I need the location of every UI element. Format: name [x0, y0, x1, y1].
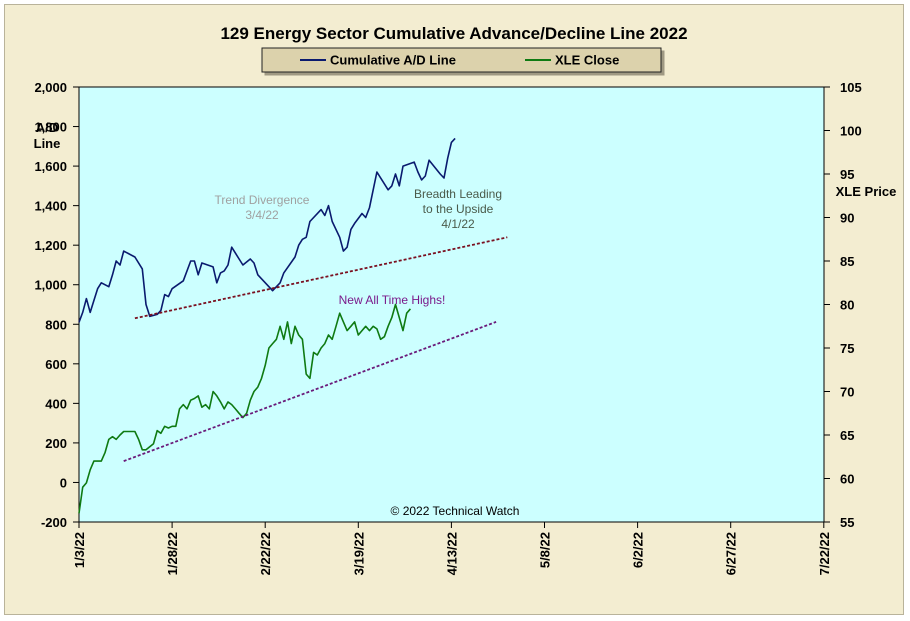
left-tick-label: 1,000	[34, 278, 67, 293]
right-tick-label: 90	[840, 211, 854, 226]
annotation-leading-line1: Breadth Leading	[414, 187, 502, 201]
left-tick-label: 800	[45, 317, 67, 332]
x-axis: 1/3/22 1/28/22 2/22/22 3/19/22 4/13/22 5/8/22…	[72, 522, 832, 575]
plot-area	[78, 86, 825, 523]
xle-close-series	[78, 303, 412, 514]
ad-line-series	[78, 137, 456, 323]
ad-trendline	[134, 236, 508, 320]
left-axis-label-line2: Line	[34, 136, 61, 151]
annotation-leading-line3: 4/1/22	[441, 217, 475, 231]
x-tick-label: 4/13/22	[444, 532, 459, 575]
annotation-divergence-line2: 3/4/22	[245, 208, 279, 222]
left-tick-label: -200	[41, 515, 67, 530]
right-tick-label: 85	[840, 254, 854, 269]
left-axis-label-line1: A/D	[36, 120, 58, 135]
annotation-divergence-line1: Trend Divergence	[215, 193, 310, 207]
right-tick-label: 95	[840, 167, 854, 182]
right-tick-label: 105	[840, 80, 862, 95]
x-tick-label: 1/3/22	[72, 532, 87, 568]
annotation-new-highs: New All Time Highs!	[339, 293, 446, 307]
left-tick-label: 600	[45, 357, 67, 372]
chart-title: 129 Energy Sector Cumulative Advance/Dec…	[220, 24, 687, 43]
left-tick-label: 1,800	[34, 120, 67, 135]
x-tick-label: 7/22/22	[817, 532, 832, 575]
x-tick-label: 2/22/22	[258, 532, 273, 575]
x-tick-label: 6/27/22	[724, 532, 739, 575]
series-layer	[78, 137, 508, 514]
right-axis-label: XLE Price	[836, 184, 897, 199]
left-tick-label: 400	[45, 396, 67, 411]
left-tick-label: 1,600	[34, 159, 67, 174]
x-tick-label: 1/28/22	[165, 532, 180, 575]
left-tick-label: 1,400	[34, 199, 67, 214]
right-tick-label: 100	[840, 124, 862, 139]
x-tick-label: 6/2/22	[631, 532, 646, 568]
x-tick-label: 3/19/22	[351, 532, 366, 575]
annotation-leading-line2: to the Upside	[423, 202, 494, 216]
left-tick-label: 2,000	[34, 80, 67, 95]
right-axis: 55 60 65 70 75 80 85 90 95 100 105	[824, 80, 862, 530]
legend: Cumulative A/D Line XLE Close	[261, 47, 662, 73]
right-tick-label: 75	[840, 341, 854, 356]
legend-label-ad: Cumulative A/D Line	[330, 53, 456, 68]
left-tick-label: 0	[60, 475, 67, 490]
left-tick-label: 1,200	[34, 238, 67, 253]
right-tick-label: 65	[840, 428, 854, 443]
right-tick-label: 70	[840, 385, 854, 400]
left-axis: -200 0 200 400 600 800 1,000 1,200 1,400 1,600 1,8…	[34, 80, 79, 530]
right-tick-label: 60	[840, 472, 854, 487]
right-tick-label: 80	[840, 298, 854, 313]
xle-trendline	[123, 321, 497, 462]
x-tick-label: 5/8/22	[538, 532, 553, 568]
legend-label-xle: XLE Close	[555, 53, 619, 68]
left-tick-label: 200	[45, 436, 67, 451]
right-tick-label: 55	[840, 515, 854, 530]
copyright: © 2022 Technical Watch	[391, 504, 520, 518]
